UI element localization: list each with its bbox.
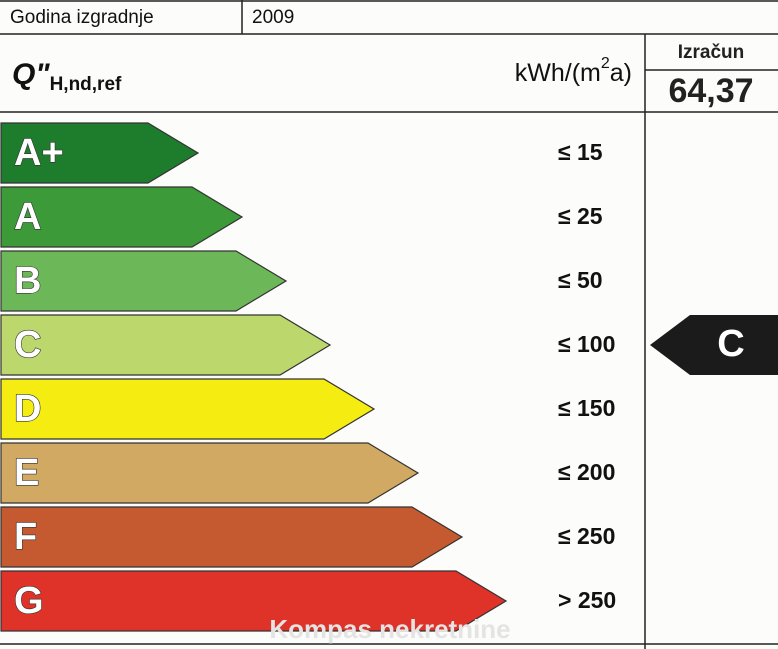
class-limit: > 250	[558, 587, 616, 613]
result-label: Izračun	[678, 42, 745, 63]
class-bar	[0, 378, 376, 440]
class-bar	[0, 186, 244, 248]
class-label: G	[14, 580, 44, 622]
result-arrow	[650, 315, 778, 375]
symbol: Q"	[12, 58, 50, 91]
class-limit: ≤ 15	[558, 139, 603, 165]
class-bar	[0, 506, 464, 568]
class-bar	[0, 122, 200, 184]
class-scale: A+ ≤ 15 A ≤ 25 B ≤ 50 C ≤ 100 D ≤ 150 E ≤ 200 F ≤ 250…	[0, 122, 616, 632]
class-limit: ≤ 100	[558, 331, 615, 357]
class-limit: ≤ 200	[558, 459, 615, 485]
class-limit: ≤ 250	[558, 523, 615, 549]
unit-part: a)	[610, 59, 632, 87]
subscript: H,nd,ref	[50, 74, 122, 95]
class-limit: ≤ 50	[558, 267, 603, 293]
class-bar	[0, 314, 332, 376]
class-label: B	[14, 260, 41, 302]
result-class: C	[717, 323, 744, 365]
class-bar	[0, 570, 508, 632]
class-label: F	[14, 516, 37, 558]
class-bar	[0, 442, 420, 504]
header-label: Godina izgradnje	[10, 7, 154, 28]
unit: kWh/(m2a)	[515, 55, 632, 86]
result-value: 64,37	[668, 72, 753, 110]
header-value: 2009	[252, 7, 294, 28]
class-label: C	[14, 324, 41, 366]
unit-sup: 2	[601, 55, 610, 72]
class-label: E	[14, 452, 39, 494]
class-label: A	[14, 196, 41, 238]
class-limit: ≤ 150	[558, 395, 615, 421]
quantity-symbol: Q"H,nd,ref	[12, 58, 122, 95]
class-bar	[0, 250, 288, 312]
class-label: D	[14, 388, 41, 430]
class-limit: ≤ 25	[558, 203, 603, 229]
unit-part: kWh/(m	[515, 59, 601, 87]
watermark: Kompas nekretnine	[269, 614, 510, 644]
class-label: A+	[14, 132, 64, 174]
